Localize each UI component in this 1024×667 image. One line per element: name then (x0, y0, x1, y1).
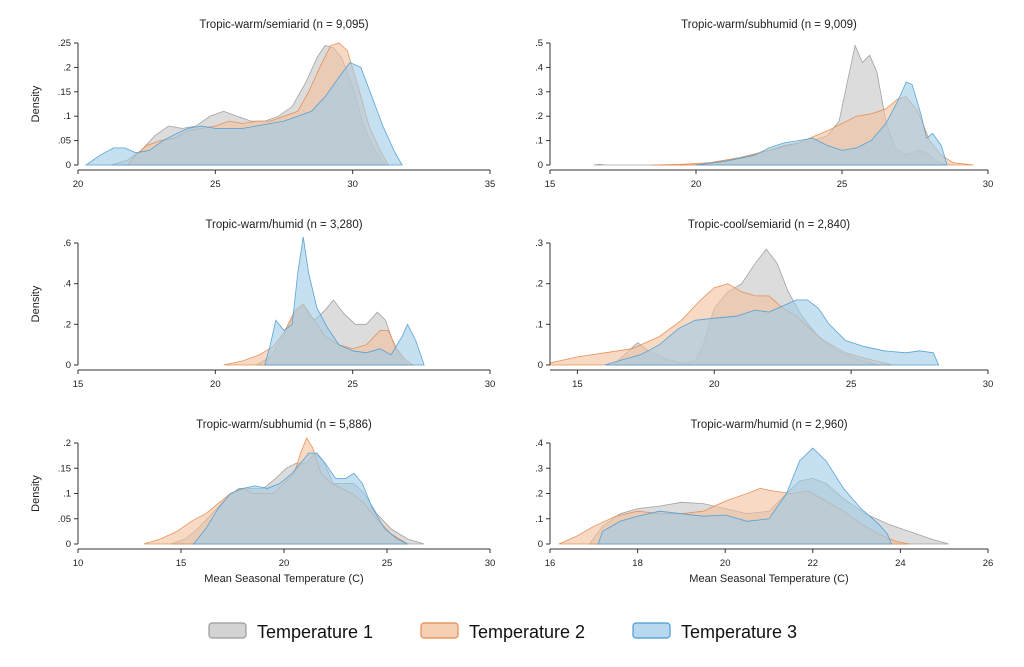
y-tick-label: .3 (535, 463, 543, 474)
y-tick-label: .1 (535, 136, 543, 147)
y-tick-label: 0 (538, 160, 543, 171)
x-tick-label: 30 (485, 558, 496, 569)
x-tick-label: 15 (73, 379, 84, 390)
density-panel-4: Tropic-cool/semiarid (n = 2,840) 0 .1 .2 .3 1… (535, 219, 993, 390)
y-tick-label: .4 (63, 279, 71, 290)
density-area-temperature-3 (695, 81, 948, 166)
x-tick-label: 25 (846, 379, 857, 390)
x-tick-label: 26 (983, 558, 994, 569)
legend-label-temperature-1: Temperature 1 (257, 622, 373, 642)
x-tick-label: 25 (837, 179, 848, 190)
y-tick-label: .05 (58, 136, 71, 147)
legend-label-temperature-2: Temperature 2 (469, 622, 585, 642)
x-tick-label: 20 (279, 558, 290, 569)
y-tick-label: .2 (63, 62, 71, 73)
x-tick-label: 20 (210, 379, 221, 390)
density-area-temperature-3 (597, 447, 893, 545)
x-tick-label: 15 (545, 179, 556, 190)
y-tick-label: 0 (538, 539, 543, 550)
x-tick-label: 30 (485, 379, 496, 390)
y-tick-label: .2 (535, 279, 543, 290)
y-axis-label: Density (30, 85, 42, 122)
x-tick-label: 25 (210, 179, 221, 190)
density-panel-2: Tropic-warm/subhumid (n = 9,009) 0 .1 .2 .3.… (535, 19, 993, 190)
density-area-temperature-3 (264, 236, 425, 366)
x-tick-label: 20 (73, 179, 84, 190)
x-tick-label: 15 (176, 558, 187, 569)
x-tick-label: 22 (808, 558, 819, 569)
legend-swatch-temperature-2 (420, 622, 459, 639)
legend-swatch-temperature-3 (632, 622, 671, 639)
density-panel-5: Tropic-warm/subhumid (n = 5,886) 0 .05 .1 .1… (30, 419, 495, 585)
y-tick-label: .05 (58, 514, 71, 525)
y-tick-label: .3 (535, 87, 543, 98)
y-tick-label: 0 (66, 160, 71, 171)
x-tick-label: 25 (382, 558, 393, 569)
y-tick-label: .1 (63, 111, 71, 122)
y-tick-label: .15 (58, 87, 71, 98)
y-tick-label: .2 (63, 319, 71, 330)
panel-title: Tropic-warm/subhumid (n = 5,886) (196, 419, 372, 431)
legend-label-temperature-3: Temperature 3 (681, 622, 797, 642)
x-tick-label: 16 (545, 558, 556, 569)
y-tick-label: .25 (58, 38, 71, 49)
y-axis-label: Density (30, 285, 42, 322)
y-tick-label: .4 (535, 62, 543, 73)
x-tick-label: 15 (572, 379, 583, 390)
y-tick-label: .1 (535, 514, 543, 525)
panel-title: Tropic-warm/semiarid (n = 9,095) (199, 19, 368, 31)
x-tick-label: 25 (347, 379, 358, 390)
density-panel-3: Tropic-warm/humid (n = 3,280) 0 .2 .4 .6 15 20… (30, 219, 495, 390)
y-axis-label: Density (30, 475, 42, 512)
x-tick-label: 20 (720, 558, 731, 569)
y-tick-label: .6 (63, 238, 71, 249)
x-tick-label: 20 (691, 179, 702, 190)
x-tick-label: 30 (983, 179, 994, 190)
y-tick-label: .5 (535, 38, 543, 49)
legend: Temperature 1 Temperature 2 Temperature 3 (208, 622, 797, 642)
panel-title: Tropic-warm/humid (n = 2,960) (690, 419, 847, 431)
density-area-temperature-3 (84, 62, 403, 166)
y-tick-label: .1 (535, 319, 543, 330)
density-area-temperature-3 (604, 299, 940, 366)
y-tick-label: .2 (63, 438, 71, 449)
panel-title: Tropic-cool/semiarid (n = 2,840) (688, 219, 850, 231)
x-tick-label: 18 (632, 558, 643, 569)
x-tick-label: 24 (895, 558, 906, 569)
panel-title: Tropic-warm/subhumid (n = 9,009) (681, 19, 857, 31)
y-tick-label: .15 (58, 463, 71, 474)
density-panel-6: Tropic-warm/humid (n = 2,960) 0 .1 .2 .3 .4 16… (535, 419, 993, 585)
x-tick-label: 10 (73, 558, 84, 569)
y-tick-label: .2 (535, 489, 543, 500)
x-tick-label: 20 (709, 379, 720, 390)
y-tick-label: 0 (66, 360, 71, 371)
panel-title: Tropic-warm/humid (n = 3,280) (205, 219, 362, 231)
y-tick-label: .3 (535, 238, 543, 249)
x-axis-label: Mean Seasonal Temperature (C) (689, 573, 848, 585)
x-tick-label: 35 (485, 179, 496, 190)
density-panel-1: Tropic-warm/semiarid (n = 9,095) 0 .05 .1 .1… (30, 19, 495, 190)
x-tick-label: 30 (347, 179, 358, 190)
y-tick-label: 0 (66, 539, 71, 550)
y-tick-label: 0 (538, 360, 543, 371)
y-tick-label: .4 (535, 438, 543, 449)
x-tick-label: 30 (983, 379, 994, 390)
density-area-temperature-3 (192, 452, 408, 545)
x-axis-label: Mean Seasonal Temperature (C) (204, 573, 363, 585)
y-tick-label: .1 (63, 489, 71, 500)
legend-swatch-temperature-1 (208, 622, 247, 639)
y-tick-label: .2 (535, 111, 543, 122)
